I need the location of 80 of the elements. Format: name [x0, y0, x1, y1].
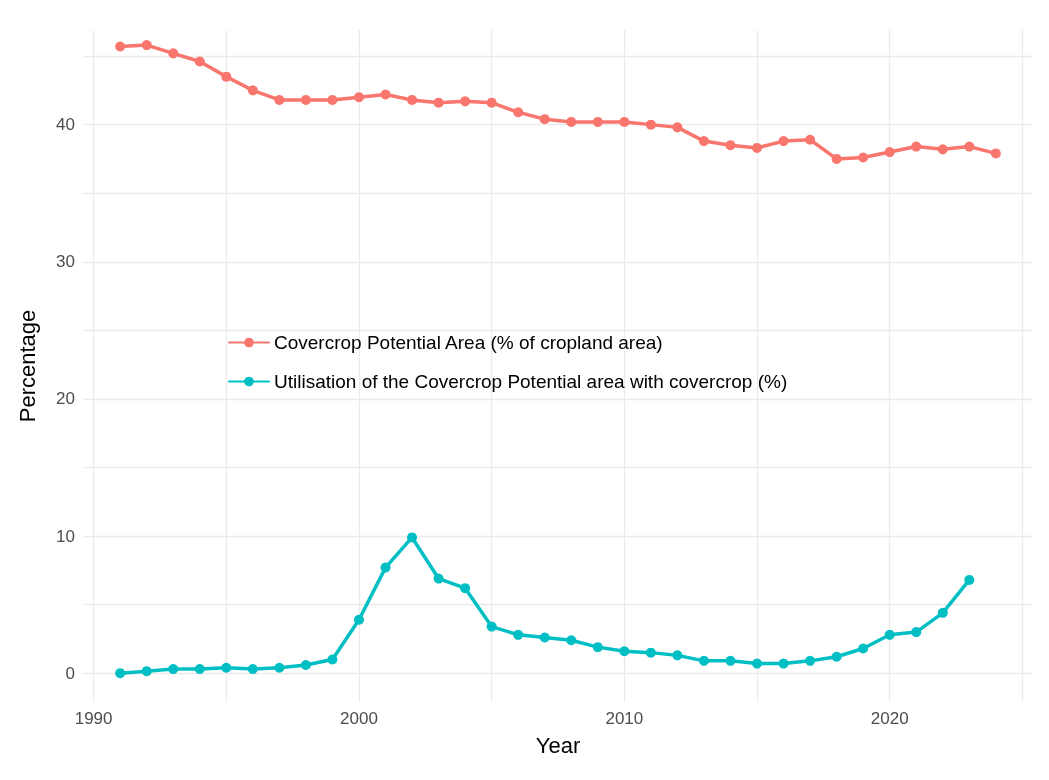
point: [221, 662, 232, 673]
point: [672, 122, 683, 133]
point: [911, 627, 922, 638]
point: [858, 152, 869, 163]
point: [778, 658, 789, 669]
point: [698, 136, 709, 147]
point: [433, 97, 444, 108]
point: [486, 97, 497, 108]
point: [937, 607, 948, 618]
point: [831, 651, 842, 662]
point: [194, 56, 205, 67]
point: [725, 140, 736, 151]
point: [407, 94, 418, 105]
point: [858, 643, 869, 654]
point: [752, 658, 763, 669]
point: [168, 48, 179, 59]
point: [619, 116, 630, 127]
point: [513, 629, 524, 640]
point: [353, 614, 364, 625]
y-tick-label: 20: [56, 389, 75, 409]
point: [327, 94, 338, 105]
point: [911, 141, 922, 152]
point: [566, 116, 577, 127]
point: [805, 655, 816, 666]
y-axis-title: Percentage: [14, 309, 40, 423]
point: [300, 659, 311, 670]
point: [380, 89, 391, 100]
point: [619, 646, 630, 657]
point: [247, 664, 258, 675]
x-axis-title: Year: [535, 732, 581, 758]
point: [247, 85, 258, 96]
point: [884, 629, 895, 640]
point: [115, 668, 126, 679]
point: [274, 94, 285, 105]
legend-label: Utilisation of the Covercrop Potential area with covercrop (%): [274, 371, 788, 392]
point: [380, 562, 391, 573]
point: [407, 532, 418, 543]
point: [513, 107, 524, 118]
point: [884, 147, 895, 158]
point: [566, 635, 577, 646]
y-tick-label: 10: [56, 526, 75, 546]
point: [752, 142, 763, 153]
point: [460, 96, 471, 107]
point: [486, 621, 497, 632]
point: [964, 574, 975, 585]
point: [221, 71, 232, 82]
y-tick-label: 30: [56, 252, 75, 272]
point: [300, 94, 311, 105]
point: [353, 92, 364, 103]
point: [433, 573, 444, 584]
x-tick-label: 1990: [74, 709, 113, 728]
point: [194, 664, 205, 675]
point: [831, 153, 842, 164]
point: [168, 664, 179, 675]
point: [725, 655, 736, 666]
point: [805, 134, 816, 145]
point: [964, 141, 975, 152]
point: [141, 40, 152, 51]
point: [115, 41, 126, 52]
point: [539, 114, 550, 125]
point: [645, 119, 656, 130]
point: [778, 136, 789, 147]
point: [990, 148, 1001, 159]
x-tick-label: 2000: [340, 709, 378, 728]
point: [937, 144, 948, 155]
point: [672, 650, 683, 661]
point: [645, 647, 656, 658]
y-tick-label: 40: [56, 115, 75, 135]
point: [592, 116, 603, 127]
point: [141, 666, 152, 677]
x-tick-label: 2010: [605, 709, 644, 728]
point: [592, 642, 603, 653]
x-tick-label: 2020: [870, 709, 909, 728]
point: [274, 662, 285, 673]
point: [460, 583, 471, 594]
point: [327, 654, 338, 665]
legend-label: Covercrop Potential Area (% of cropland area): [274, 332, 663, 353]
point: [539, 632, 550, 643]
point: [698, 655, 709, 666]
y-tick-label: 0: [65, 663, 75, 683]
